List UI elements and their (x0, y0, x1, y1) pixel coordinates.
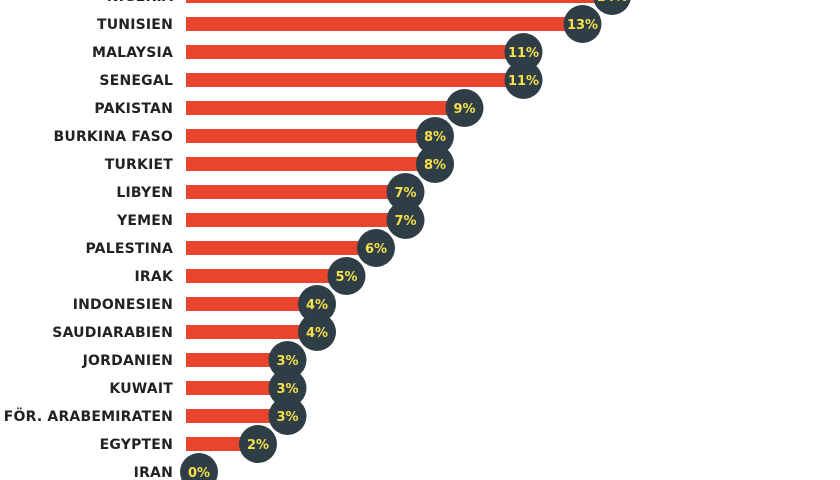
value-label: 11% (508, 46, 539, 61)
bar (186, 213, 393, 227)
value-bubble (268, 341, 307, 379)
value-label: 7% (394, 214, 416, 229)
value-bubble (298, 313, 336, 351)
category-label: TURKIET (105, 157, 174, 173)
value-label: 3% (276, 382, 298, 397)
value-label: 4% (306, 326, 328, 341)
category-label: JORDANIEN (82, 353, 173, 369)
value-label: 7% (394, 186, 416, 201)
bar (186, 437, 245, 451)
value-bubble (386, 173, 425, 211)
category-label: MALAYSIA (92, 45, 173, 61)
value-bubble (239, 425, 277, 463)
value-bubble (180, 453, 218, 480)
value-label: 6% (365, 242, 387, 257)
value-label: 4% (306, 298, 328, 313)
bar (186, 409, 275, 423)
value-bubble (268, 397, 307, 435)
value-label: 3% (276, 410, 298, 425)
bar (186, 157, 422, 171)
bar (186, 129, 422, 143)
bar (186, 17, 570, 31)
value-bubble (504, 61, 543, 99)
bar (186, 73, 511, 87)
value-bubble (298, 285, 336, 323)
value-bubble (563, 5, 602, 43)
bar (186, 241, 363, 255)
category-label: KUWAIT (109, 381, 173, 397)
bar (186, 381, 275, 395)
value-bubble (327, 257, 366, 295)
category-label: LIBYEN (116, 185, 173, 201)
value-bubble (504, 33, 543, 71)
category-label: IRAN (134, 465, 173, 480)
category-label: INDONESIEN (73, 297, 173, 313)
value-label: 8% (424, 130, 446, 145)
value-label: 13% (567, 18, 598, 33)
bar (186, 185, 393, 199)
value-bubble (268, 369, 307, 407)
value-label: 3% (276, 354, 298, 369)
value-label: 11% (508, 74, 539, 89)
value-label: 14% (596, 0, 627, 5)
category-label: PALESTINA (86, 241, 174, 257)
value-bubble (416, 145, 454, 183)
value-bubble (416, 117, 454, 155)
category-label: TUNISIEN (97, 17, 173, 33)
value-label: 2% (247, 438, 269, 453)
category-label: SENEGAL (99, 73, 173, 89)
category-label: SAUDIARABIEN (52, 325, 173, 341)
category-label: NIGERIA (107, 0, 173, 5)
bar (186, 353, 275, 367)
category-label: FÖR. ARABEMIRATEN (4, 407, 173, 425)
value-bubble (593, 0, 631, 15)
category-label: BURKINA FASO (54, 129, 173, 145)
category-label: EGYPTEN (100, 437, 173, 453)
bar (186, 45, 511, 59)
bar (186, 269, 334, 283)
bar (186, 325, 304, 339)
value-bubble (386, 201, 425, 239)
value-label: 5% (335, 270, 357, 285)
bar (186, 0, 599, 3)
bar (186, 297, 304, 311)
value-label: 0% (188, 466, 210, 480)
category-label: PAKISTAN (94, 101, 173, 117)
category-label: YEMEN (116, 213, 173, 229)
value-label: 8% (424, 158, 446, 173)
value-bubble (357, 229, 395, 267)
value-bubble (445, 89, 484, 127)
value-label: 9% (453, 102, 475, 117)
bar (186, 101, 452, 115)
category-label: IRAK (135, 269, 174, 285)
